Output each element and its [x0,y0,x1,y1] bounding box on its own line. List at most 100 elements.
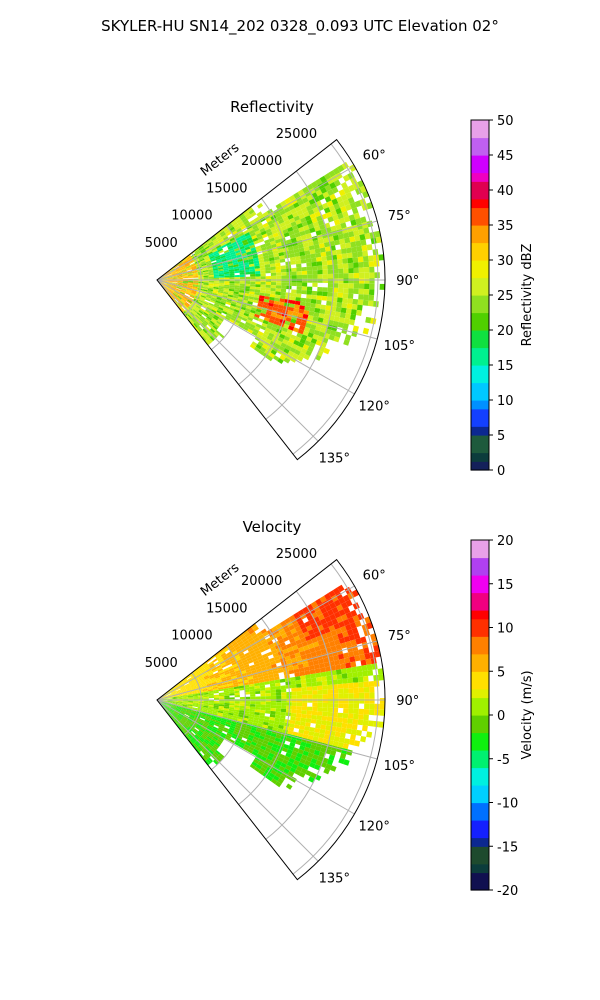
radar-cell [352,257,359,263]
radar-cell [213,705,219,708]
radar-cell [226,300,232,304]
radar-cell [182,695,188,698]
radar-cell [220,677,227,681]
radar-cell [216,717,222,721]
radar-cell [212,686,218,690]
radar-cell [175,288,181,292]
radar-cell [306,682,312,687]
radar-cell [349,202,357,210]
radar-cell [243,293,250,297]
radar-cell [330,209,338,217]
radar-cell [228,269,235,272]
radar-cell [190,311,195,317]
radar-cell [345,204,352,211]
radar-cell [187,692,193,695]
radar-cell [167,291,171,296]
radar-cell [280,708,287,713]
radar-cell [336,604,344,612]
radar-cell [169,267,174,272]
radar-cell [228,267,234,270]
radar-cell [342,678,348,684]
radar-cell [223,269,230,273]
radar-cell [249,664,256,669]
radar-cell [261,666,267,671]
radar-cell [353,283,360,289]
radar-cell [171,285,177,289]
radar-cell [298,351,306,358]
radar-cell [169,709,174,713]
colorbar-segment [471,645,489,655]
azimuth-gridline [156,640,378,701]
radar-cell [191,267,197,271]
radar-cell [259,684,266,689]
radar-cell [344,237,351,244]
radar-cell [207,734,213,740]
radar-cell [215,677,221,681]
radar-cell [198,256,204,260]
radar-cell [265,690,271,694]
radar-cell [366,244,373,251]
radar-cell [224,277,230,280]
radar-cell [212,292,218,296]
radar-cell [299,725,305,730]
radar-cell [227,683,234,687]
radar-cell [219,253,226,257]
radar-cell [319,644,326,650]
colorbar-segment [471,373,489,384]
radar-cell [206,714,212,718]
radar-cell [223,291,229,295]
radar-cell [302,764,310,771]
radar-cell [201,264,207,268]
radar-cell [171,705,177,709]
radar-cell [328,698,334,704]
colorbar-segment [471,295,489,305]
radar-cell [212,711,218,714]
radar-cell [191,711,197,715]
radar-cell [237,258,243,263]
radar-cell [320,228,327,235]
radar-cell [354,200,362,208]
colorbar-segment [471,286,489,296]
radar-cell [182,304,188,310]
azimuth-tick-label: 90° [396,274,419,289]
radar-cell [312,282,318,287]
radar-cell [172,713,177,718]
radar-cell [195,306,200,311]
colorbar-segment [471,216,489,226]
radar-cell [296,278,303,283]
radar-cell [317,274,323,279]
azimuth-gridline [156,279,355,395]
radar-cell [281,645,288,651]
radar-cell [171,286,176,289]
radar-cell [247,659,254,664]
radar-cell [239,222,245,228]
radar-cell [296,687,302,692]
radar-cell [301,710,307,715]
radar-cell [207,267,213,271]
radar-cell [186,721,191,725]
radar-cell [213,734,220,739]
radar-cell [302,606,309,614]
radar-cell [353,212,361,220]
radar-cell [248,326,255,332]
radar-cell [166,291,171,296]
radar-cell [217,739,223,744]
radar-cell [199,667,205,672]
radar-cell [170,286,176,290]
radar-cell [198,317,204,323]
radar-cell [254,346,261,353]
radar-cell [292,353,299,360]
radar-cell [217,265,224,269]
radar-cell [215,653,221,659]
radar-cell [362,725,368,732]
radar-cell [167,700,173,702]
radar-cell [162,698,168,700]
radar-cell [256,631,263,637]
radar-cell [310,718,317,724]
radar-cell [235,724,241,729]
radar-cell [302,313,309,319]
radar-cell [278,724,284,730]
radar-cell [291,282,297,287]
radar-cell [244,703,251,707]
radar-cell [310,651,317,658]
